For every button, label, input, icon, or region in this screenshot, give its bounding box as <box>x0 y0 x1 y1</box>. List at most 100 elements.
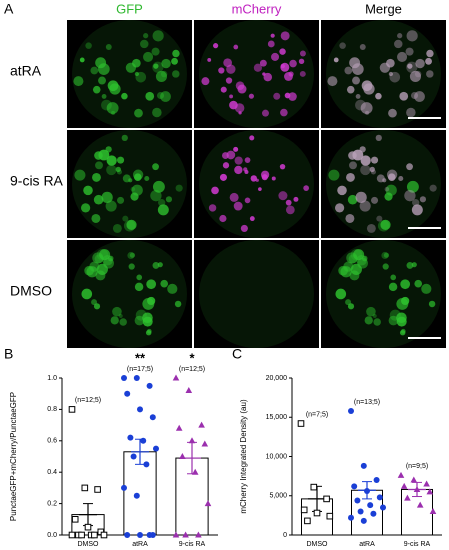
data-point <box>397 471 405 478</box>
cell-merge <box>355 191 367 204</box>
cell-merge <box>355 99 366 111</box>
cell-mcherry <box>220 86 227 93</box>
micrograph-field <box>199 240 314 348</box>
data-point <box>191 468 199 475</box>
cell-mcherry <box>237 84 247 94</box>
cell-mcherry <box>270 33 275 38</box>
cell-gfp <box>175 184 183 192</box>
cell-gfp <box>101 191 113 204</box>
cell-mcherry <box>226 150 236 160</box>
data-point <box>124 390 131 397</box>
cell-gfp <box>94 254 104 264</box>
cell-mcherry <box>211 186 219 195</box>
column-header: GFP <box>116 1 143 16</box>
cell-gfp <box>98 149 110 161</box>
cell-merge <box>352 149 364 161</box>
cell-gfp <box>130 186 136 192</box>
cell-merge <box>388 108 397 118</box>
cell-merge <box>406 180 419 193</box>
cell-gfp <box>106 164 117 176</box>
cell-merge <box>396 297 409 310</box>
cell-gfp <box>112 306 122 317</box>
data-point <box>195 531 202 538</box>
cell-gfp <box>96 263 108 276</box>
cell-merge <box>348 254 358 264</box>
cell-gfp <box>96 248 109 261</box>
cell-merge <box>360 155 371 166</box>
cell-gfp <box>92 172 101 182</box>
cell-gfp <box>119 318 127 326</box>
data-point <box>130 453 137 460</box>
data-point <box>201 440 209 447</box>
cell-gfp <box>91 213 101 223</box>
data-point <box>172 531 180 538</box>
cell-merge <box>406 107 416 118</box>
cell-merge <box>346 172 355 182</box>
cell-merge <box>406 30 418 42</box>
cell-mcherry <box>289 59 297 68</box>
data-point <box>423 480 430 487</box>
micrograph-field <box>199 20 314 128</box>
cell-gfp <box>140 39 149 49</box>
panel-label: B <box>4 346 13 362</box>
cell-gfp <box>128 263 135 270</box>
row-label: 9-cis RA <box>10 173 64 189</box>
cell-merge <box>366 306 376 317</box>
cell-merge <box>406 163 413 171</box>
data-point <box>416 501 424 508</box>
data-point <box>94 486 101 493</box>
cell-merge <box>350 263 362 276</box>
cell-merge <box>405 47 414 56</box>
data-point <box>198 421 205 428</box>
cell-gfp <box>80 203 91 213</box>
data-point <box>146 382 153 389</box>
cell-mcherry <box>233 44 239 50</box>
cell-merge <box>345 213 355 223</box>
cell-mcherry <box>222 162 230 169</box>
cell-merge <box>380 219 391 230</box>
cell-gfp <box>122 215 129 222</box>
cell-merge <box>390 274 397 281</box>
cell-merge <box>384 186 390 192</box>
data-point <box>81 484 89 492</box>
cell-gfp <box>152 107 162 118</box>
cell-gfp <box>158 199 166 207</box>
cell-mcherry <box>288 92 297 101</box>
cell-merge <box>429 184 437 192</box>
cell-merge <box>426 70 434 78</box>
data-point <box>367 502 374 509</box>
cell-merge <box>414 91 425 102</box>
cell-merge <box>406 261 414 269</box>
y-tick-label: 5,000 <box>269 493 287 500</box>
cell-merge <box>344 66 353 75</box>
data-point <box>360 462 367 469</box>
cell-merge <box>334 203 345 213</box>
cell-mcherry <box>280 64 285 69</box>
data-point <box>68 406 76 413</box>
cell-gfp <box>74 169 86 181</box>
data-point <box>364 488 370 495</box>
cell-merge <box>411 204 423 216</box>
cell-merge <box>349 161 357 170</box>
cell-merge <box>425 57 432 65</box>
data-point <box>380 504 386 511</box>
cell-mcherry <box>299 50 306 57</box>
cell-mcherry <box>234 156 243 165</box>
data-point <box>326 512 334 520</box>
cell-gfp <box>174 300 182 308</box>
cell-merge <box>350 248 363 261</box>
cell-merge <box>419 196 427 203</box>
data-point <box>153 445 159 452</box>
cell-gfp <box>136 274 143 281</box>
data-point <box>348 514 354 521</box>
cell-gfp <box>132 58 141 68</box>
cell-gfp <box>155 70 168 83</box>
data-point <box>137 406 143 413</box>
cell-merge <box>371 156 379 164</box>
cell-gfp <box>171 57 178 65</box>
cell-merge <box>364 316 373 325</box>
cell-merge <box>376 174 385 183</box>
cell-mcherry <box>273 92 281 100</box>
cell-mcherry <box>249 216 255 222</box>
